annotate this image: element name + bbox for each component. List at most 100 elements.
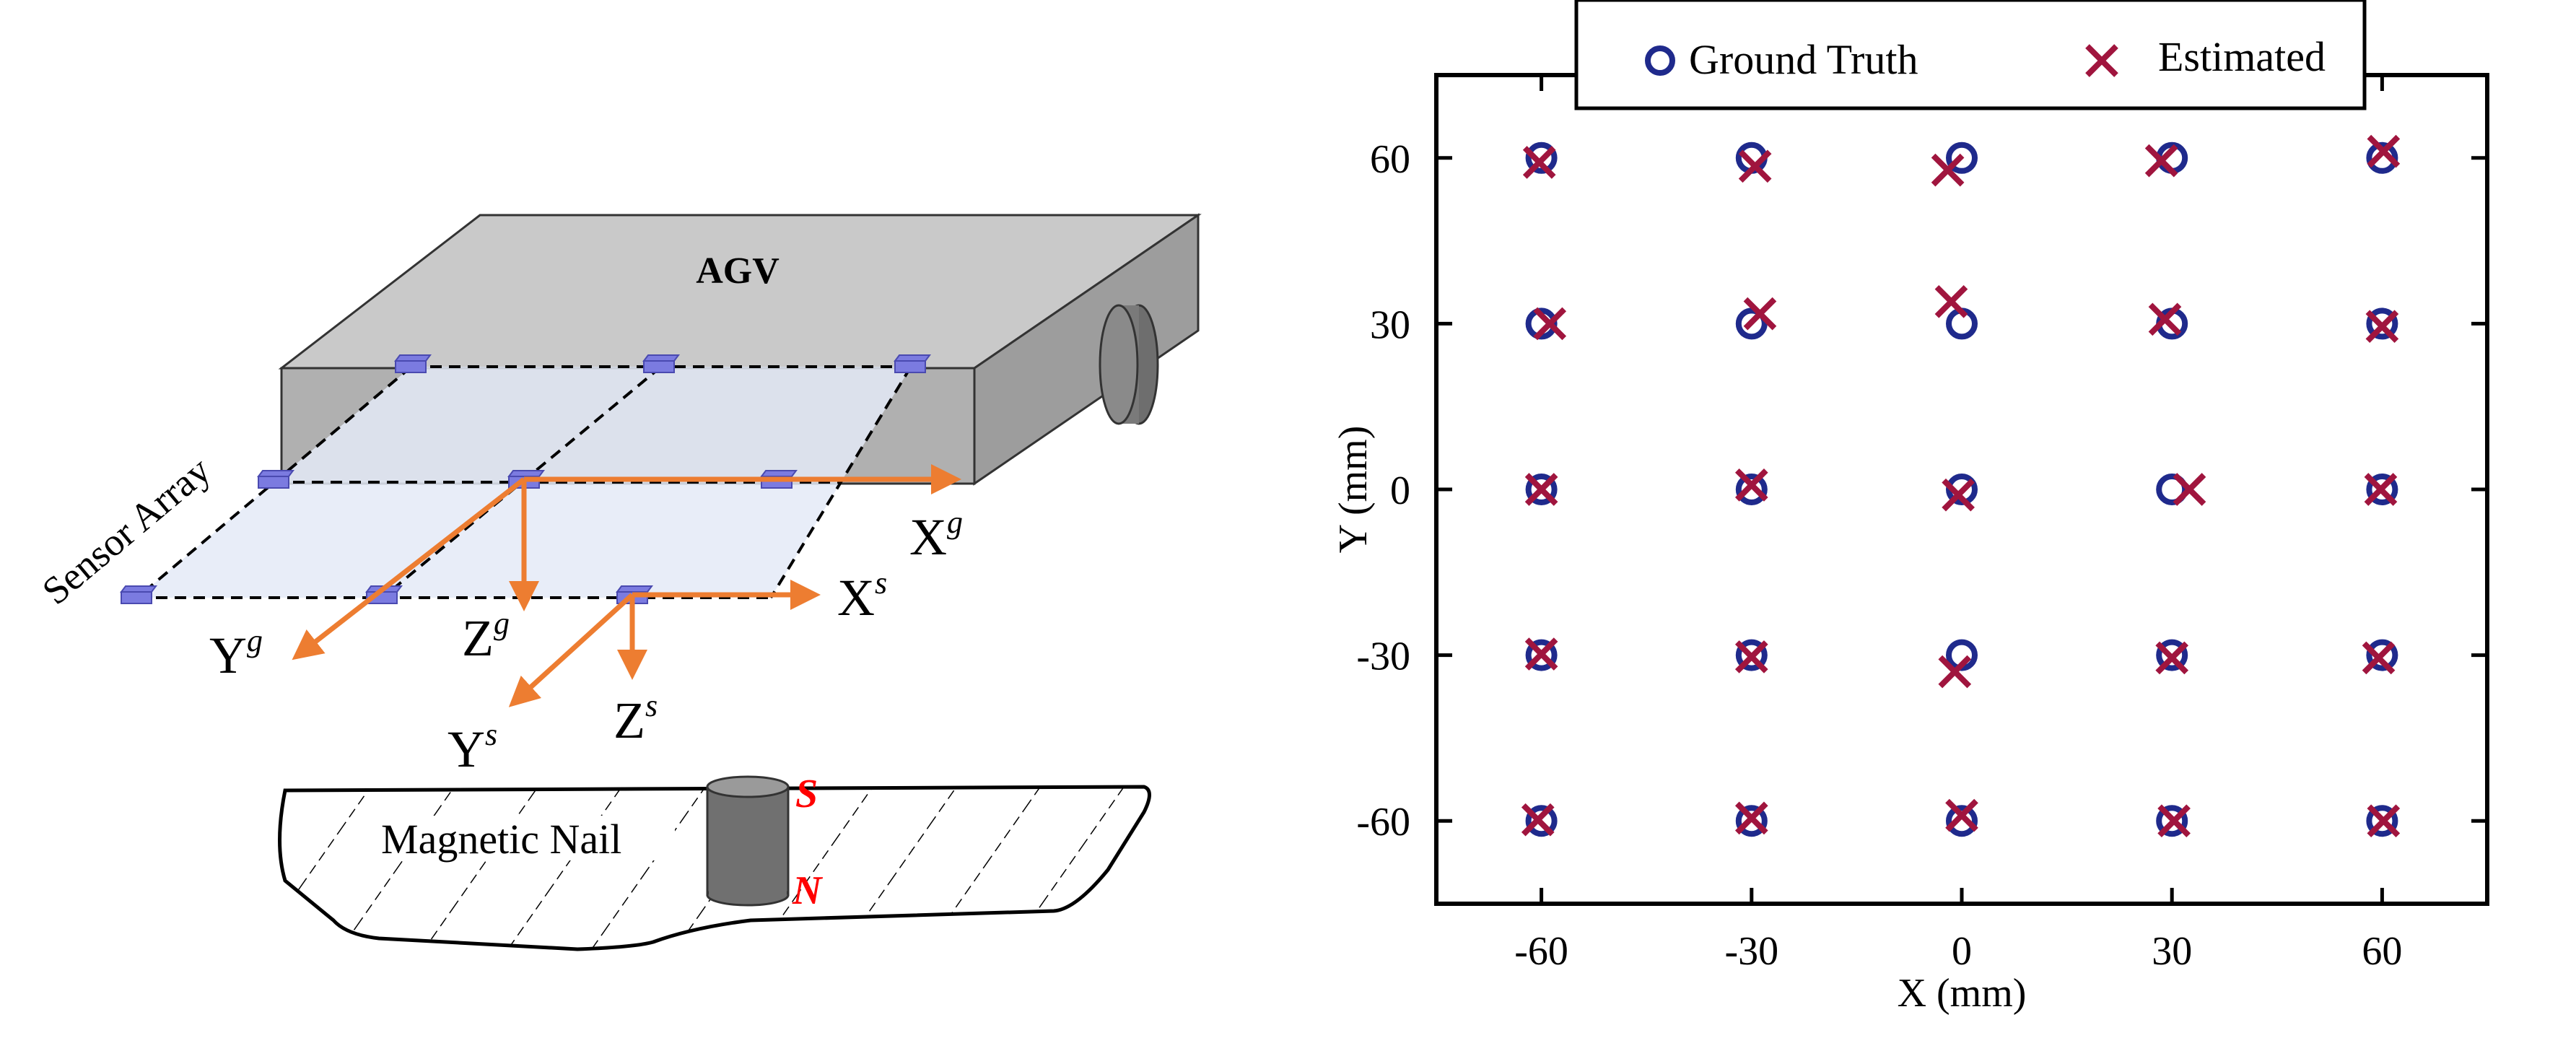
- estimated-point: [1942, 478, 1975, 512]
- x-tick-label: 0: [1952, 929, 1972, 974]
- sensor-frame-axes: [508, 580, 821, 707]
- nail-top: [706, 775, 790, 798]
- estimated-point: [2362, 641, 2396, 675]
- y-axis-title: Y (mm): [1331, 426, 1376, 554]
- ground-section: Magnetic Nail S N: [278, 772, 1151, 951]
- estimated-point: [2364, 473, 2398, 506]
- sensor-node: [120, 585, 157, 593]
- data-points: [1521, 134, 2401, 838]
- sensor-node: [257, 470, 294, 477]
- estimated-point: [2155, 641, 2189, 675]
- ground-truth-point: [2366, 474, 2398, 505]
- estimated-point: [1533, 307, 1567, 341]
- estimated-point: [2173, 473, 2206, 506]
- ground-truth-point: [2156, 805, 2188, 837]
- estimated-point: [2367, 804, 2401, 838]
- estimated-point: [1734, 468, 1768, 502]
- legend-box: [1574, 0, 2367, 110]
- estimated-point: [1524, 473, 1558, 506]
- agv-wheel-front: [1099, 304, 1139, 425]
- x-tick-label: 30: [2152, 929, 2192, 974]
- sensor-grid-line: [381, 365, 663, 599]
- ground-truth-point: [1525, 141, 1558, 174]
- y-tick-label: 30: [1370, 302, 1410, 347]
- legend-label-ground-truth: Ground Truth: [1689, 36, 1918, 83]
- estimated-point: [1521, 803, 1555, 837]
- sensor-array: Sensor Array: [34, 354, 931, 613]
- sensor-node: [643, 360, 675, 373]
- sensor-node: [760, 470, 798, 477]
- zg-label: Zg: [462, 606, 510, 667]
- sensor-node: [258, 476, 289, 489]
- legend: Ground Truth Estimated: [1574, 0, 2367, 110]
- estimated-point: [1734, 801, 1768, 835]
- axis-ticks: -60 -30 0 30 60 -60 -30 0 30 60: [1356, 75, 2487, 974]
- ground-truth-point: [1946, 805, 1978, 837]
- agv-label: AGV: [696, 250, 780, 292]
- sensor-node: [894, 360, 926, 373]
- ground-truth-point: [2156, 474, 2188, 505]
- y-tick-label: -30: [1356, 634, 1410, 679]
- x-axis-title: X (mm): [1898, 971, 2027, 1016]
- axis-labels: Xg Yg Zg Xs Ys Zs: [209, 505, 963, 778]
- estimated-point: [2148, 302, 2182, 336]
- ground-truth-point: [1735, 474, 1768, 505]
- legend-marker-ground-truth: [1645, 45, 1675, 76]
- sensor-node: [394, 354, 432, 362]
- ground-truth-point: [1525, 308, 1558, 340]
- estimated-point: [1522, 146, 1556, 179]
- sensor-node: [616, 585, 653, 593]
- estimated-point: [1934, 284, 1968, 318]
- global-frame-axes: [292, 464, 961, 660]
- xg-label: Xg: [909, 505, 963, 566]
- ground-truth-point: [1525, 805, 1558, 837]
- ground-truth-point: [2366, 141, 2398, 174]
- estimated-point: [1743, 297, 1777, 331]
- magnetic-nail-label: Magnetic Nail: [381, 816, 621, 863]
- sensor-node: [507, 470, 545, 477]
- ground-truth-point: [2156, 639, 2188, 671]
- sensor-node: [121, 591, 152, 604]
- sensor-node: [894, 354, 931, 362]
- estimated-point: [1734, 640, 1768, 673]
- yg-label: Yg: [209, 623, 263, 684]
- estimated-point: [2157, 804, 2191, 838]
- ground-truth-point: [1735, 805, 1768, 837]
- nail-body-fill: [709, 787, 787, 895]
- ground-truth-point: [1735, 639, 1768, 671]
- ground-truth-point: [1735, 308, 1768, 340]
- ground-truth-point: [2366, 308, 2398, 340]
- estimated-point: [1945, 798, 1978, 832]
- x-tick-label: -60: [1514, 929, 1568, 974]
- ground-truth-point: [1525, 474, 1558, 505]
- ground-truth-point: [2366, 639, 2398, 671]
- estimated-point: [1938, 655, 1972, 689]
- y-tick-label: 0: [1390, 468, 1410, 513]
- pole-n-label: N: [792, 868, 824, 913]
- zs-label: Zs: [614, 688, 658, 749]
- estimated-point: [1524, 637, 1558, 671]
- y-tick-label: 60: [1370, 137, 1410, 182]
- ground-truth-point: [1525, 639, 1558, 671]
- x-tick-label: 60: [2362, 929, 2402, 974]
- ys-label: Ys: [447, 717, 497, 778]
- pole-s-label: S: [795, 772, 818, 816]
- nail-label-backdrop: [379, 816, 675, 860]
- x-tick-label: -30: [1724, 929, 1778, 974]
- ground-truth-point: [2366, 805, 2398, 837]
- estimated-point: [2367, 134, 2401, 168]
- sensor-grid-line: [769, 365, 912, 599]
- estimated-point: [2365, 310, 2399, 344]
- y-tick-label: -60: [1356, 800, 1410, 845]
- estimated-point: [1738, 149, 1772, 183]
- agv-side-face: [973, 213, 1200, 486]
- scatter-chart: -60 -30 0 30 60 -60 -30 0 30 60 X (mm) Y (mm) Gro…: [1331, 0, 2489, 1016]
- ground-truth-point: [1946, 141, 1978, 174]
- estimated-point: [1931, 153, 1965, 187]
- sensor-node: [642, 354, 680, 362]
- sensor-node: [395, 360, 427, 373]
- xs-label: Xs: [837, 565, 887, 627]
- legend-marker-estimated: [2085, 44, 2118, 77]
- yg-axis-arrow: [292, 477, 526, 660]
